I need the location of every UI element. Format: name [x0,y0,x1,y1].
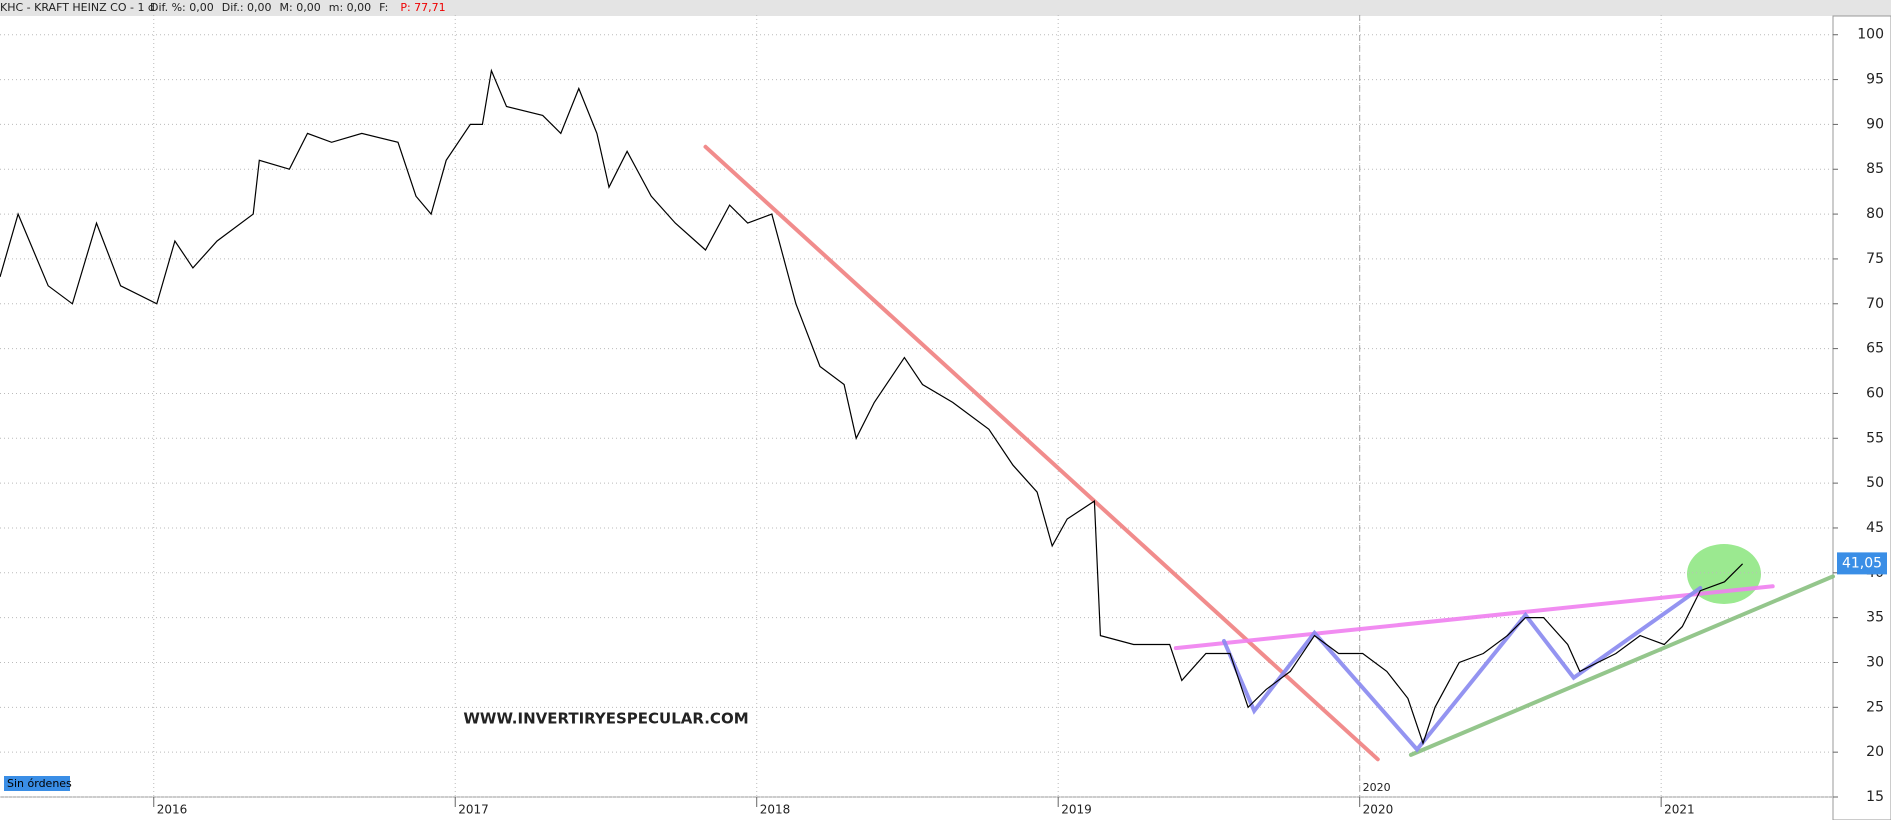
header-bar [0,0,1891,16]
x-tick-label: 2016 [157,803,188,817]
y-tick-label: 90 [1866,116,1884,132]
trendline [1222,586,1703,753]
y-tick-label: 65 [1866,341,1884,357]
trendline [1408,574,1835,757]
y-tick-label: 100 [1857,27,1884,43]
status-badge [4,776,70,791]
y-tick-label: 55 [1866,430,1884,446]
x-tick-label: 2021 [1664,803,1695,817]
last-price-badge [1837,552,1887,575]
x-tick-label: 2019 [1061,803,1092,817]
header-fields: Dif. %: 0,00 Dif.: 0,00 M: 0,00 m: 0,00 F: P:… [150,1,446,14]
x-tick-label: 2020 [1363,803,1394,817]
y-tick-label: 70 [1866,296,1884,312]
y-tick-label: 85 [1866,161,1884,177]
last-price-label: 41,05 [1842,555,1882,571]
header-ticker: KHC - KRAFT HEINZ CO - 1 d [0,1,155,14]
y-tick-label: 45 [1866,520,1884,536]
period-marker-label: 2020 [1363,781,1391,794]
y-tick-label: 95 [1866,72,1884,88]
status: Sin órdenes [7,777,72,790]
trendline [703,144,1380,762]
y-tick-label: 35 [1866,610,1884,626]
header-field: m: 0,00 [329,1,371,14]
y-tick-label: 25 [1866,699,1884,715]
price-line [0,68,1744,746]
y-axis-panel [1832,15,1891,820]
y-tick-label: 80 [1866,206,1884,222]
header-field: Dif. %: 0,00 [150,1,214,14]
header-field: M: 0,00 [280,1,321,14]
header-price: P: 77,71 [400,1,445,14]
y-tick-label: 30 [1866,654,1884,670]
header-field: Dif.: 0,00 [222,1,272,14]
y-tick-label: 15 [1866,789,1884,805]
x-tick-label: 2017 [458,803,489,817]
y-tick-label: 75 [1866,251,1884,267]
x-tick-label: 2018 [760,803,791,817]
watermark: WWW.INVERTIRYESPECULAR.COM [463,710,748,728]
y-tick-label: 20 [1866,744,1884,760]
y-tick-label: 60 [1866,385,1884,401]
header-field: F: [379,1,388,14]
trendline [1173,584,1775,651]
y-tick-label: 50 [1866,475,1884,491]
